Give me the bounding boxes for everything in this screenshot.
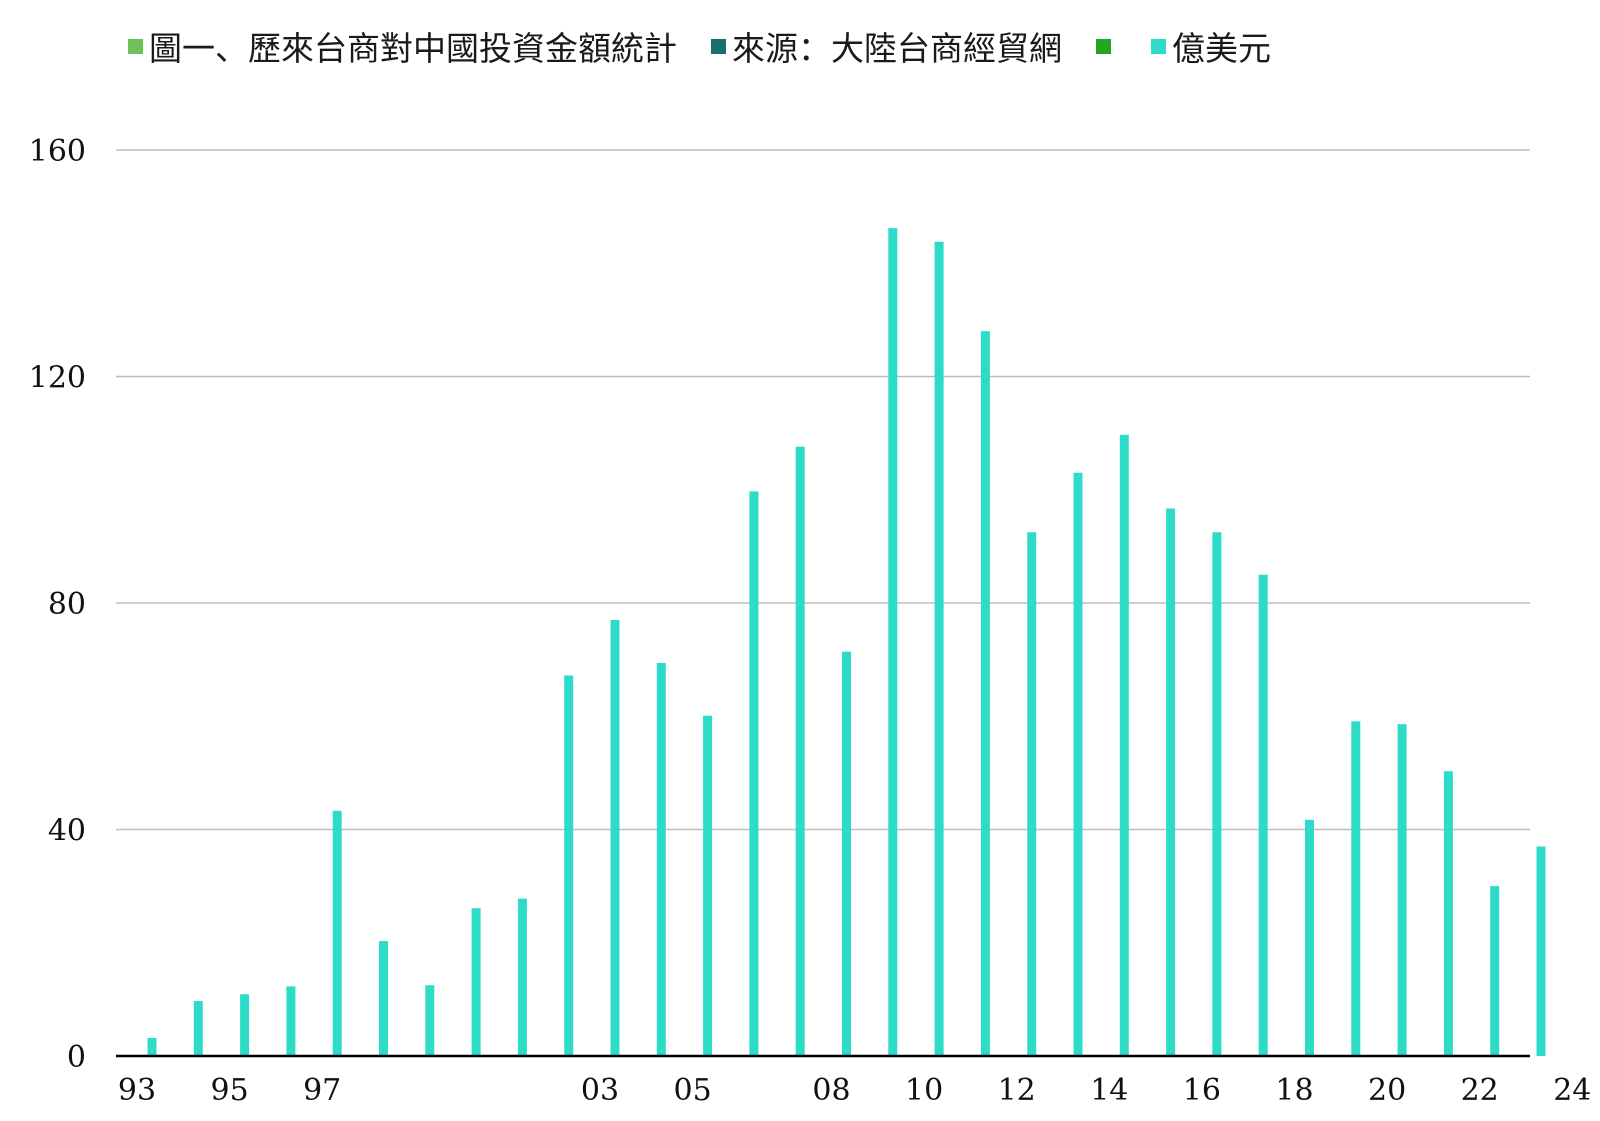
x-tick-label: 12 bbox=[998, 1073, 1036, 1108]
legend-item-blank bbox=[1096, 38, 1117, 54]
x-tick-label: 93 bbox=[118, 1073, 156, 1108]
x-tick-label: 97 bbox=[303, 1073, 341, 1108]
x-tick-label: 18 bbox=[1275, 1073, 1313, 1108]
x-tick-label: 03 bbox=[581, 1073, 619, 1108]
bar-10 bbox=[934, 241, 944, 1057]
x-tick-label: 16 bbox=[1183, 1073, 1221, 1108]
bar-99 bbox=[425, 985, 435, 1056]
x-tick-label: 24 bbox=[1553, 1073, 1591, 1108]
bar-14 bbox=[1119, 434, 1129, 1057]
x-tick-label: 05 bbox=[674, 1073, 712, 1108]
bar-07 bbox=[795, 446, 805, 1057]
bar-04 bbox=[656, 663, 666, 1056]
y-tick-label: 0 bbox=[67, 1040, 86, 1075]
bar-02 bbox=[564, 675, 574, 1056]
grid-lines bbox=[116, 149, 1530, 831]
bar-13 bbox=[1073, 472, 1083, 1056]
bar-11 bbox=[980, 331, 990, 1056]
bar-18 bbox=[1305, 819, 1314, 1056]
legend-swatch bbox=[128, 38, 143, 54]
bar-20 bbox=[1397, 724, 1407, 1056]
bar-23 bbox=[1536, 846, 1546, 1056]
legend-item-source: 來源：大陸台商經貿網 bbox=[711, 22, 1062, 70]
x-tick-label: 08 bbox=[812, 1073, 850, 1108]
legend-label: 來源：大陸台商經貿網 bbox=[732, 29, 1062, 68]
bar-15 bbox=[1166, 508, 1176, 1056]
x-tick-label: 14 bbox=[1090, 1073, 1128, 1108]
legend-swatch bbox=[1151, 38, 1166, 54]
legend-swatch bbox=[1096, 38, 1111, 54]
legend-item-unit: 億美元 bbox=[1151, 22, 1271, 70]
y-tick-label: 40 bbox=[48, 814, 86, 849]
bar-97 bbox=[332, 810, 342, 1056]
legend-label: 圖一、歷來台商對中國投資金額統計 bbox=[149, 29, 677, 68]
x-tick-label: 22 bbox=[1461, 1073, 1499, 1108]
bar-06 bbox=[749, 491, 759, 1057]
y-tick-label: 120 bbox=[29, 361, 86, 396]
y-tick-label: 80 bbox=[48, 587, 86, 622]
legend-swatch bbox=[711, 38, 726, 54]
bar-93 bbox=[147, 1037, 157, 1056]
bar-22 bbox=[1490, 886, 1500, 1056]
bar-21 bbox=[1443, 771, 1453, 1056]
x-axis-tick-labels: 93 95 97 03 05 08 10 12 14 16 18 20 22 24 bbox=[118, 1073, 1591, 1108]
legend: 圖一、歷來台商對中國投資金額統計 來源：大陸台商經貿網 億美元 bbox=[128, 18, 1305, 74]
x-tick-label: 95 bbox=[211, 1073, 249, 1108]
legend-item-title: 圖一、歷來台商對中國投資金額統計 bbox=[128, 22, 677, 70]
bar-17 bbox=[1258, 574, 1268, 1056]
y-tick-label: 160 bbox=[29, 134, 86, 169]
bar-98 bbox=[379, 941, 388, 1056]
bar-94 bbox=[193, 1001, 203, 1056]
bar-19 bbox=[1351, 721, 1361, 1056]
bar-09 bbox=[888, 228, 898, 1056]
bar-05 bbox=[703, 715, 713, 1056]
x-tick-label: 20 bbox=[1368, 1073, 1406, 1108]
bar-12 bbox=[1027, 532, 1037, 1056]
y-axis-tick-labels: 0 40 80 120 160 bbox=[29, 134, 86, 1075]
bar-16 bbox=[1212, 532, 1222, 1056]
bar-95 bbox=[240, 994, 250, 1056]
bar-96 bbox=[286, 986, 296, 1056]
x-tick-label: 10 bbox=[905, 1073, 943, 1108]
bar-01 bbox=[517, 898, 527, 1056]
legend-label: 億美元 bbox=[1172, 29, 1271, 68]
bar-00 bbox=[471, 908, 481, 1056]
bars bbox=[147, 228, 1546, 1057]
bar-08 bbox=[842, 651, 851, 1056]
bar-03 bbox=[610, 619, 620, 1056]
